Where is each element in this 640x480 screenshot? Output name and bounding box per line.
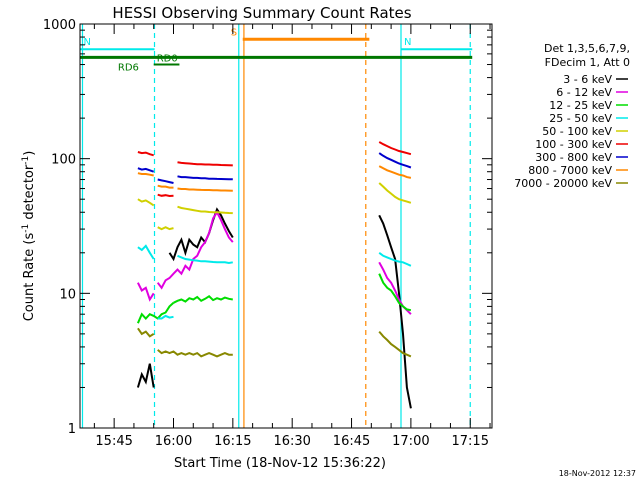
legend-header: FDecim 1, Att 0 <box>545 56 630 69</box>
series-line <box>378 330 412 358</box>
y-tick-label: 1000 <box>43 18 76 33</box>
legend-entry: 3 - 6 keV <box>563 73 612 86</box>
series-line <box>157 314 174 320</box>
series-line <box>168 207 234 262</box>
y-axis-label-mid: detector <box>22 164 37 224</box>
plot-frame <box>79 23 493 429</box>
series-line <box>137 244 155 260</box>
series-line <box>157 178 174 184</box>
y-axis-label-sup2: -1 <box>21 156 31 165</box>
series-line <box>137 151 154 157</box>
legend-entry: 7000 - 20000 keV <box>514 177 612 190</box>
series-line <box>378 214 412 409</box>
legend-entry: 800 - 7000 keV <box>528 164 612 177</box>
series-lines <box>136 141 412 409</box>
series-line <box>378 152 412 169</box>
y-tick-label: 100 <box>51 153 76 168</box>
series-line <box>136 363 155 388</box>
legend-entry: 100 - 300 keV <box>535 138 612 151</box>
legend: Det 1,3,5,6,7,9,FDecim 1, Att 0 3 - 6 keV… <box>514 42 630 190</box>
x-axis-label: Start Time (18-Nov-12 15:36:22) <box>174 456 386 471</box>
y-tick-label: 10 <box>59 287 76 302</box>
series-line <box>177 205 233 215</box>
series-line <box>157 349 233 358</box>
flag-label: RD6 <box>118 62 139 73</box>
y-tick-label: 1 <box>68 422 76 437</box>
flag-label: S <box>231 27 237 38</box>
series-line <box>157 184 174 189</box>
x-tick-label: 16:30 <box>273 434 310 449</box>
legend-entry: 6 - 12 keV <box>556 86 612 99</box>
mode-flags: N N S RD0 RD6 <box>80 27 473 73</box>
x-tick-label: 17:00 <box>392 434 429 449</box>
series-line <box>177 161 233 167</box>
flag-label: RD0 <box>157 54 178 65</box>
x-tick-label: 17:15 <box>452 434 489 449</box>
legend-entry: 50 - 100 keV <box>542 125 612 138</box>
series-line <box>173 295 233 304</box>
series-line <box>137 172 154 177</box>
series-line <box>378 165 412 179</box>
x-tick-label: 16:00 <box>155 434 192 449</box>
series-line <box>157 193 174 198</box>
flag-label: N <box>404 37 411 48</box>
series-line <box>177 175 233 181</box>
series-line <box>137 167 155 173</box>
legend-header: Det 1,3,5,6,7,9, <box>544 42 630 55</box>
y-axis-label-prefix: Count Rate (s <box>22 233 37 322</box>
x-tick-label: 16:15 <box>214 434 251 449</box>
series-line <box>378 252 412 267</box>
series-line <box>137 327 155 338</box>
x-tick-label: 16:45 <box>333 434 370 449</box>
series-line <box>136 302 175 324</box>
legend-entry: 25 - 50 keV <box>549 112 612 125</box>
series-line <box>157 226 174 231</box>
series-line <box>177 254 233 265</box>
attenuator-markers <box>81 24 471 428</box>
legend-entry: 12 - 25 keV <box>549 99 612 112</box>
footer-timestamp: 18-Nov-2012 12:37 <box>559 469 636 478</box>
series-line <box>137 282 155 302</box>
x-tick-label: 15:45 <box>95 434 132 449</box>
series-line <box>378 273 412 312</box>
series-line <box>378 182 412 204</box>
flag-label: N <box>84 37 91 48</box>
axes: 1 10 100 1000 15:45 16:00 16:15 16:30 16:45 17:00… <box>43 18 493 449</box>
y-axis-label: Count Rate (s-1 detector-1) <box>21 151 37 322</box>
series-line <box>137 198 155 207</box>
series-line <box>378 261 412 315</box>
y-axis-label-sup1: -1 <box>21 224 31 233</box>
series-line <box>177 187 233 192</box>
series-line <box>378 141 412 156</box>
chart-title: HESSI Observing Summary Count Rates <box>112 4 411 22</box>
legend-entry: 300 - 800 keV <box>535 151 612 164</box>
series-line <box>156 210 234 290</box>
y-axis-label-suffix: ) <box>22 151 37 156</box>
